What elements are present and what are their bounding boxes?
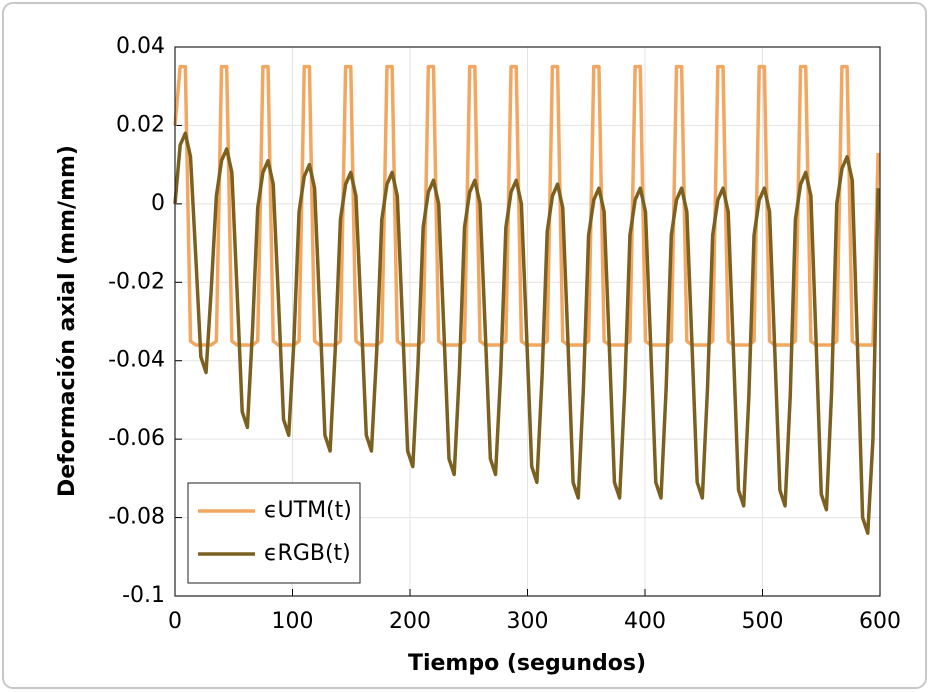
data-line [173,131,880,536]
y-tick-label: -0.1 [122,583,165,608]
y-tick-label: -0.04 [108,348,165,373]
legend-box [187,482,361,584]
y-tick-label: 0.04 [116,34,165,59]
x-tick-label: 400 [624,609,666,634]
y-tick-label: 0 [151,191,165,216]
x-tick-label: 500 [742,609,784,634]
x-tick-label: 600 [859,609,901,634]
x-axis-label: Tiempo (segundos) [408,651,646,676]
x-tick-label: 200 [389,609,431,634]
plot-border [174,46,881,597]
y-axis-label: Deformación axial (mm/mm) [55,145,80,497]
x-tick-label: 100 [272,609,314,634]
y-tick-label: -0.08 [108,505,165,530]
y-tick-label: -0.02 [108,269,165,294]
y-tick-label: 0.02 [116,112,165,137]
y-tick-label: -0.06 [108,426,165,451]
legend-label: ϵRGB(t) [264,541,351,566]
legend-label: ϵUTM(t) [264,498,352,523]
x-tick-label: 0 [168,609,182,634]
x-tick-label: 300 [507,609,549,634]
